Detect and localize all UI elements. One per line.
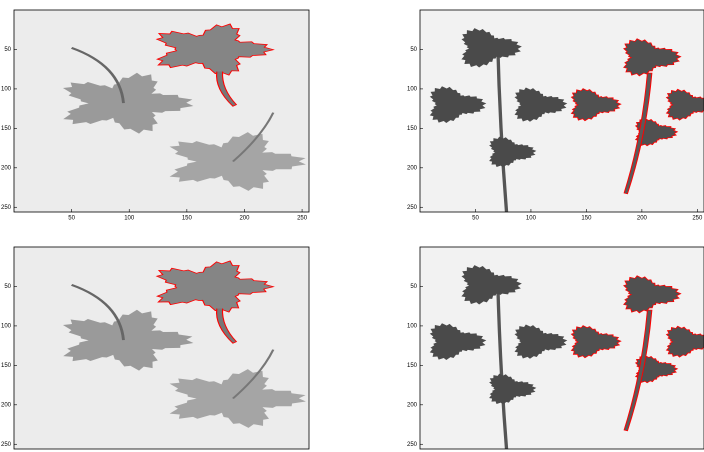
image-content (420, 10, 704, 212)
y-tick-label: 250 (1, 442, 12, 448)
x-tick-label: 250 (297, 216, 308, 222)
x-tick-label: 150 (182, 216, 193, 222)
y-tick-label: 50 (410, 284, 417, 290)
x-tick-label: 150 (581, 216, 592, 222)
y-tick-label: 50 (4, 284, 11, 290)
y-tick-label: 200 (407, 165, 418, 171)
y-tick-label: 250 (407, 442, 418, 448)
x-tick-label: 50 (68, 216, 75, 222)
image-panel: 50 100 150 200 250 (1, 247, 309, 449)
y-tick-label: 200 (407, 402, 418, 408)
x-tick-label: 200 (637, 216, 648, 222)
image-content (420, 247, 704, 449)
image-panel: 50 100 150 200 250 (407, 247, 704, 449)
y-tick-label: 50 (410, 47, 417, 53)
y-tick-label: 200 (1, 402, 12, 408)
y-tick-label: 100 (407, 86, 418, 92)
image (420, 247, 704, 449)
image-panel: 50 100 150 200 250 50 100 150 200 250 (407, 10, 704, 222)
x-tick-label: 250 (692, 216, 703, 222)
y-tick-label: 150 (1, 126, 12, 132)
image-panel: 50 100 150 200 250 50 100 150 200 250 (1, 10, 309, 222)
image (14, 10, 309, 212)
y-tick-label: 100 (1, 86, 12, 92)
y-tick-label: 250 (407, 205, 418, 211)
y-tick-label: 150 (407, 363, 418, 369)
figure: 50 100 150 200 250 50 100 150 200 250 50 100 150 200 2… (0, 0, 704, 452)
y-tick-label: 200 (1, 165, 12, 171)
y-tick-label: 100 (407, 323, 418, 329)
x-tick-label: 50 (472, 216, 479, 222)
y-tick-label: 100 (1, 323, 12, 329)
y-tick-label: 150 (407, 126, 418, 132)
image (420, 10, 704, 212)
y-tick-label: 50 (4, 47, 11, 53)
x-tick-label: 100 (124, 216, 135, 222)
image (14, 247, 309, 449)
x-tick-label: 100 (526, 216, 537, 222)
x-tick-label: 200 (239, 216, 250, 222)
image-content (14, 247, 309, 449)
y-tick-label: 150 (1, 363, 12, 369)
image-content (14, 10, 309, 212)
y-tick-label: 250 (1, 205, 12, 211)
